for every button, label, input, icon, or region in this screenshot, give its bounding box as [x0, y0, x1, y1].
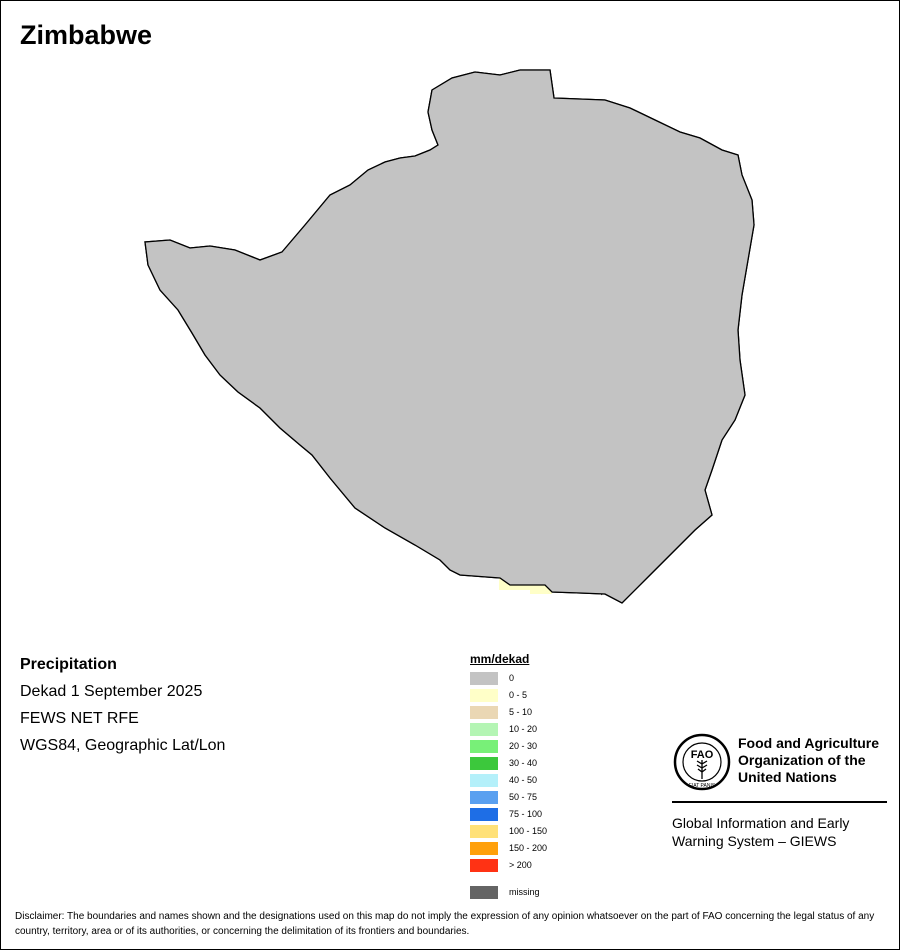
legend-swatch [470, 886, 498, 899]
legend-label: 10 - 20 [509, 724, 538, 734]
legend-label: missing [509, 887, 540, 897]
data-source-label: FEWS NET RFE [20, 710, 139, 727]
fao-logo-text: FAO [691, 749, 714, 761]
legend-title: mm/dekad [470, 652, 530, 666]
legend-swatch [470, 723, 498, 736]
legend-label: 150 - 200 [509, 843, 548, 853]
legend-swatch [470, 757, 498, 770]
legend-label: 5 - 10 [509, 707, 533, 717]
period-label: Dekad 1 September 2025 [20, 683, 203, 700]
legend-label: > 200 [509, 860, 532, 870]
legend-label: 20 - 30 [509, 741, 538, 751]
fao-logo-icon: FAO FIAT PANIS [673, 733, 731, 791]
legend-swatch [470, 774, 498, 787]
legend-label: 0 - 5 [509, 690, 528, 700]
zimbabwe-map [144, 69, 755, 604]
legend-swatch [470, 842, 498, 855]
map-info: Precipitation Dekad 1 September 2025 FEW… [20, 656, 225, 764]
legend-swatch [470, 740, 498, 753]
legend-swatch [470, 672, 498, 685]
precip-cell [530, 584, 552, 594]
legend-swatch [470, 706, 498, 719]
legend-label: 0 [509, 673, 515, 683]
legend-label: 40 - 50 [509, 775, 538, 785]
legend-label: 100 - 150 [509, 826, 548, 836]
variable-heading: Precipitation [20, 656, 117, 673]
fao-name-line: Organization of the [738, 752, 866, 768]
legend-label: 75 - 100 [509, 809, 543, 819]
legend-label: 50 - 75 [509, 792, 538, 802]
legend-swatch [470, 859, 498, 872]
giews-line: Global Information and Early [672, 815, 850, 831]
map-title: Zimbabwe [20, 20, 153, 50]
legend-swatch [470, 808, 498, 821]
legend-swatch [470, 791, 498, 804]
disclaimer: Disclaimer: The boundaries and names sho… [15, 911, 875, 937]
giews-label: Global Information and Early Warning Sys… [672, 814, 892, 850]
legend-swatch [470, 689, 498, 702]
fao-name-line: Food and Agriculture [738, 735, 880, 751]
giews-line: Warning System – GIEWS [672, 833, 837, 849]
legend-label: 30 - 40 [509, 758, 538, 768]
legend-swatch [470, 825, 498, 838]
precipitation-legend: mm/dekad 0 0 - 5 5 - 10 10 - 20 20 - 30 30 - … [470, 652, 670, 899]
fao-organization-name: Food and Agriculture Organization of the… [738, 735, 898, 786]
projection-label: WGS84, Geographic Lat/Lon [20, 737, 226, 754]
fao-name-line: United Nations [738, 769, 837, 785]
fao-divider [672, 801, 887, 803]
fao-logo-motto: FIAT PANIS [689, 783, 716, 789]
